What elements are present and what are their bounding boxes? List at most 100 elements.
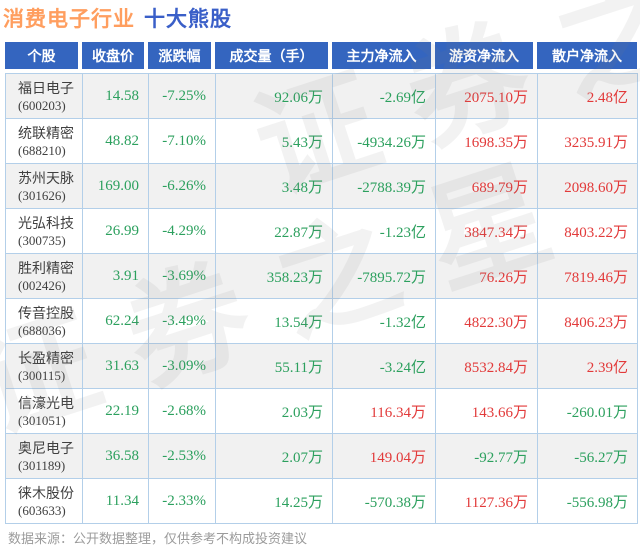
stock-code: (688210) xyxy=(18,142,66,158)
close-price-cell: 11.34 xyxy=(82,478,149,524)
stock-name: 胜利精密 xyxy=(18,259,74,276)
volume-cell: 2.07万 xyxy=(215,433,333,479)
change-percent-cell: -2.33% xyxy=(148,478,216,524)
table-header-row: 个股 收盘价 涨跌幅 成交量（手） 主力净流入 游资净流入 散户净流入 xyxy=(5,42,637,69)
stocks-table: 福日电子 (600203) 14.58 -7.25% 92.06万 -2.69亿 2075.… xyxy=(5,73,638,524)
main-inflow-cell: -3.24亿 xyxy=(332,343,436,389)
speculative-inflow-cell: 689.79万 xyxy=(435,163,538,209)
speculative-inflow-cell: 2075.10万 xyxy=(435,73,538,119)
close-price-cell: 26.99 xyxy=(82,208,149,254)
speculative-inflow-cell: 4822.30万 xyxy=(435,298,538,344)
change-percent-cell: -2.53% xyxy=(148,433,216,479)
stock-cell: 福日电子 (600203) xyxy=(5,73,83,119)
table-row: 信濠光电 (301051) 22.19 -2.68% 2.03万 116.34万 143.6… xyxy=(5,388,638,434)
close-price-cell: 48.82 xyxy=(82,118,149,164)
close-price-cell: 14.58 xyxy=(82,73,149,119)
table-row: 统联精密 (688210) 48.82 -7.10% 5.43万 -4934.26万 169… xyxy=(5,118,638,164)
volume-cell: 55.11万 xyxy=(215,343,333,389)
volume-cell: 22.87万 xyxy=(215,208,333,254)
retail-inflow-cell: 3235.91万 xyxy=(537,118,638,164)
change-percent-cell: -3.49% xyxy=(148,298,216,344)
change-percent-cell: -3.69% xyxy=(148,253,216,299)
main-inflow-cell: -4934.26万 xyxy=(332,118,436,164)
stock-cell: 信濠光电 (301051) xyxy=(5,388,83,434)
stock-code: (300115) xyxy=(18,367,66,383)
change-percent-cell: -7.10% xyxy=(148,118,216,164)
speculative-inflow-cell: 3847.34万 xyxy=(435,208,538,254)
change-percent-cell: -2.68% xyxy=(148,388,216,434)
stock-cell: 奥尼电子 (301189) xyxy=(5,433,83,479)
stock-code: (600203) xyxy=(18,97,66,113)
retail-inflow-cell: 8406.23万 xyxy=(537,298,638,344)
stock-cell: 光弘科技 (300735) xyxy=(5,208,83,254)
close-price-cell: 22.19 xyxy=(82,388,149,434)
stock-name: 徕木股份 xyxy=(18,484,74,501)
close-price-cell: 31.63 xyxy=(82,343,149,389)
change-percent-cell: -4.29% xyxy=(148,208,216,254)
change-percent-cell: -6.26% xyxy=(148,163,216,209)
title-industry: 消费电子行业 xyxy=(3,8,135,31)
stock-cell: 徕木股份 (603633) xyxy=(5,478,83,524)
table-row: 光弘科技 (300735) 26.99 -4.29% 22.87万 -1.23亿 3847.… xyxy=(5,208,638,254)
table-row: 胜利精密 (002426) 3.91 -3.69% 358.23万 -7895.72万 76… xyxy=(5,253,638,299)
speculative-inflow-cell: 143.66万 xyxy=(435,388,538,434)
speculative-inflow-cell: 1127.36万 xyxy=(435,478,538,524)
retail-inflow-cell: 2.39亿 xyxy=(537,343,638,389)
retail-inflow-cell: 2098.60万 xyxy=(537,163,638,209)
main-inflow-cell: -2788.39万 xyxy=(332,163,436,209)
main-inflow-cell: -570.38万 xyxy=(332,478,436,524)
table-row: 奥尼电子 (301189) 36.58 -2.53% 2.07万 149.04万 -92.7… xyxy=(5,433,638,479)
main-inflow-cell: 116.34万 xyxy=(332,388,436,434)
close-price-cell: 169.00 xyxy=(82,163,149,209)
close-price-cell: 36.58 xyxy=(82,433,149,479)
stock-name: 光弘科技 xyxy=(18,214,74,231)
stock-code: (002426) xyxy=(18,277,66,293)
data-source-note: 数据来源：公开数据整理，仅供参考不构成投资建议 xyxy=(8,531,308,546)
stock-cell: 传音控股 (688036) xyxy=(5,298,83,344)
speculative-inflow-cell: -92.77万 xyxy=(435,433,538,479)
stock-code: (301626) xyxy=(18,187,66,203)
speculative-inflow-cell: 76.26万 xyxy=(435,253,538,299)
stock-code: (300735) xyxy=(18,232,66,248)
main-inflow-cell: -2.69亿 xyxy=(332,73,436,119)
main-inflow-cell: 149.04万 xyxy=(332,433,436,479)
stock-name: 长盈精密 xyxy=(18,349,74,366)
volume-cell: 92.06万 xyxy=(215,73,333,119)
volume-cell: 14.25万 xyxy=(215,478,333,524)
retail-inflow-cell: -260.01万 xyxy=(537,388,638,434)
volume-cell: 2.03万 xyxy=(215,388,333,434)
stock-cell: 统联精密 (688210) xyxy=(5,118,83,164)
change-percent-cell: -7.25% xyxy=(148,73,216,119)
table-row: 苏州天脉 (301626) 169.00 -6.26% 3.48万 -2788.39万 68… xyxy=(5,163,638,209)
stock-cell: 苏州天脉 (301626) xyxy=(5,163,83,209)
stock-name: 统联精密 xyxy=(18,124,74,141)
header-close-price: 收盘价 xyxy=(82,42,144,69)
retail-inflow-cell: 2.48亿 xyxy=(537,73,638,119)
page-title: 消费电子行业 十大熊股 xyxy=(3,3,232,33)
stock-code: (688036) xyxy=(18,322,66,338)
retail-inflow-cell: -556.98万 xyxy=(537,478,638,524)
header-stock: 个股 xyxy=(5,42,78,69)
main-inflow-cell: -7895.72万 xyxy=(332,253,436,299)
stock-code: (603633) xyxy=(18,502,66,518)
volume-cell: 13.54万 xyxy=(215,298,333,344)
stock-name: 奥尼电子 xyxy=(18,439,74,456)
stock-name: 福日电子 xyxy=(18,79,74,96)
stock-cell: 长盈精密 (300115) xyxy=(5,343,83,389)
header-main-inflow: 主力净流入 xyxy=(332,42,431,69)
retail-inflow-cell: 7819.46万 xyxy=(537,253,638,299)
stock-name: 信濠光电 xyxy=(18,394,74,411)
header-change-percent: 涨跌幅 xyxy=(148,42,211,69)
retail-inflow-cell: 8403.22万 xyxy=(537,208,638,254)
stock-code: (301051) xyxy=(18,412,66,428)
speculative-inflow-cell: 1698.35万 xyxy=(435,118,538,164)
title-suffix: 十大熊股 xyxy=(144,8,232,31)
stock-name: 苏州天脉 xyxy=(18,169,74,186)
table-row: 传音控股 (688036) 62.24 -3.49% 13.54万 -1.32亿 4822.… xyxy=(5,298,638,344)
table-row: 徕木股份 (603633) 11.34 -2.33% 14.25万 -570.38万 112… xyxy=(5,478,638,524)
table-row: 长盈精密 (300115) 31.63 -3.09% 55.11万 -3.24亿 8532.… xyxy=(5,343,638,389)
stock-code: (301189) xyxy=(18,457,66,473)
stock-cell: 胜利精密 (002426) xyxy=(5,253,83,299)
table-row: 福日电子 (600203) 14.58 -7.25% 92.06万 -2.69亿 2075.… xyxy=(5,73,638,119)
